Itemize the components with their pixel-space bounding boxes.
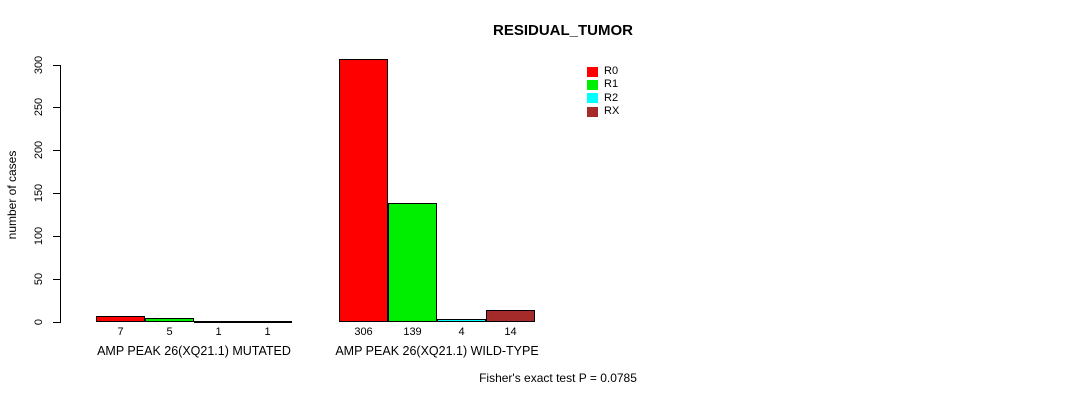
bar-value-label: 1 — [215, 326, 222, 338]
legend-swatch-icon — [587, 93, 598, 104]
legend-label: R1 — [604, 78, 619, 91]
legend: R0 R1 R2 RX — [587, 65, 619, 118]
group-label: AMP PEAK 26(XQ21.1) WILD-TYPE — [335, 344, 539, 358]
bar-r1-group2 — [388, 202, 437, 322]
y-tick-mark — [53, 236, 60, 238]
legend-label: R0 — [604, 65, 619, 78]
y-tick-label: 0 — [33, 318, 45, 326]
y-tick-mark — [53, 193, 60, 195]
legend-swatch-icon — [587, 79, 598, 90]
y-tick-label: 250 — [33, 98, 45, 117]
bar-r1-group1 — [145, 317, 194, 322]
chart-title: RESIDUAL_TUMOR — [492, 22, 634, 39]
legend-label: RX — [604, 105, 620, 118]
bar-value-label: 4 — [458, 326, 465, 338]
bar-r2-group1 — [194, 321, 243, 323]
bar-r2-group2 — [437, 318, 486, 322]
y-tick-mark — [53, 322, 60, 323]
y-tick-mark — [53, 279, 60, 281]
y-tick-mark — [53, 150, 60, 152]
y-tick-label: 50 — [33, 272, 45, 286]
bar-value-label: 5 — [166, 326, 173, 338]
y-tick-label: 100 — [33, 226, 45, 246]
y-axis-line — [60, 64, 61, 323]
y-tick-mark — [53, 107, 60, 109]
bar-r0-group1 — [96, 315, 145, 322]
y-axis-title: number of cases — [5, 150, 19, 240]
legend-swatch-icon — [587, 66, 598, 77]
bar-value-label: 1 — [264, 326, 271, 338]
legend-item-r1: R1 — [587, 78, 619, 91]
bar-rx-group1 — [243, 321, 292, 323]
legend-item-rx: RX — [587, 105, 619, 118]
y-tick-label: 200 — [33, 141, 45, 160]
legend-label: R2 — [604, 91, 619, 104]
group-label: AMP PEAK 26(XQ21.1) MUTATED — [97, 344, 291, 358]
legend-item-r2: R2 — [587, 92, 619, 105]
bar-r0-group2 — [339, 59, 388, 322]
y-tick-label: 300 — [33, 55, 45, 74]
bar-value-label: 7 — [117, 326, 124, 338]
y-tick-mark — [53, 64, 60, 66]
legend-swatch-icon — [587, 106, 598, 117]
legend-item-r0: R0 — [587, 65, 619, 78]
bar-value-label: 306 — [354, 326, 373, 338]
bar-rx-group2 — [486, 309, 535, 322]
bar-value-label: 14 — [504, 326, 517, 338]
y-tick-label: 150 — [33, 184, 45, 203]
fisher-test-annotation: Fisher's exact test P = 0.0785 — [479, 371, 637, 385]
bar-value-label: 139 — [403, 326, 422, 338]
